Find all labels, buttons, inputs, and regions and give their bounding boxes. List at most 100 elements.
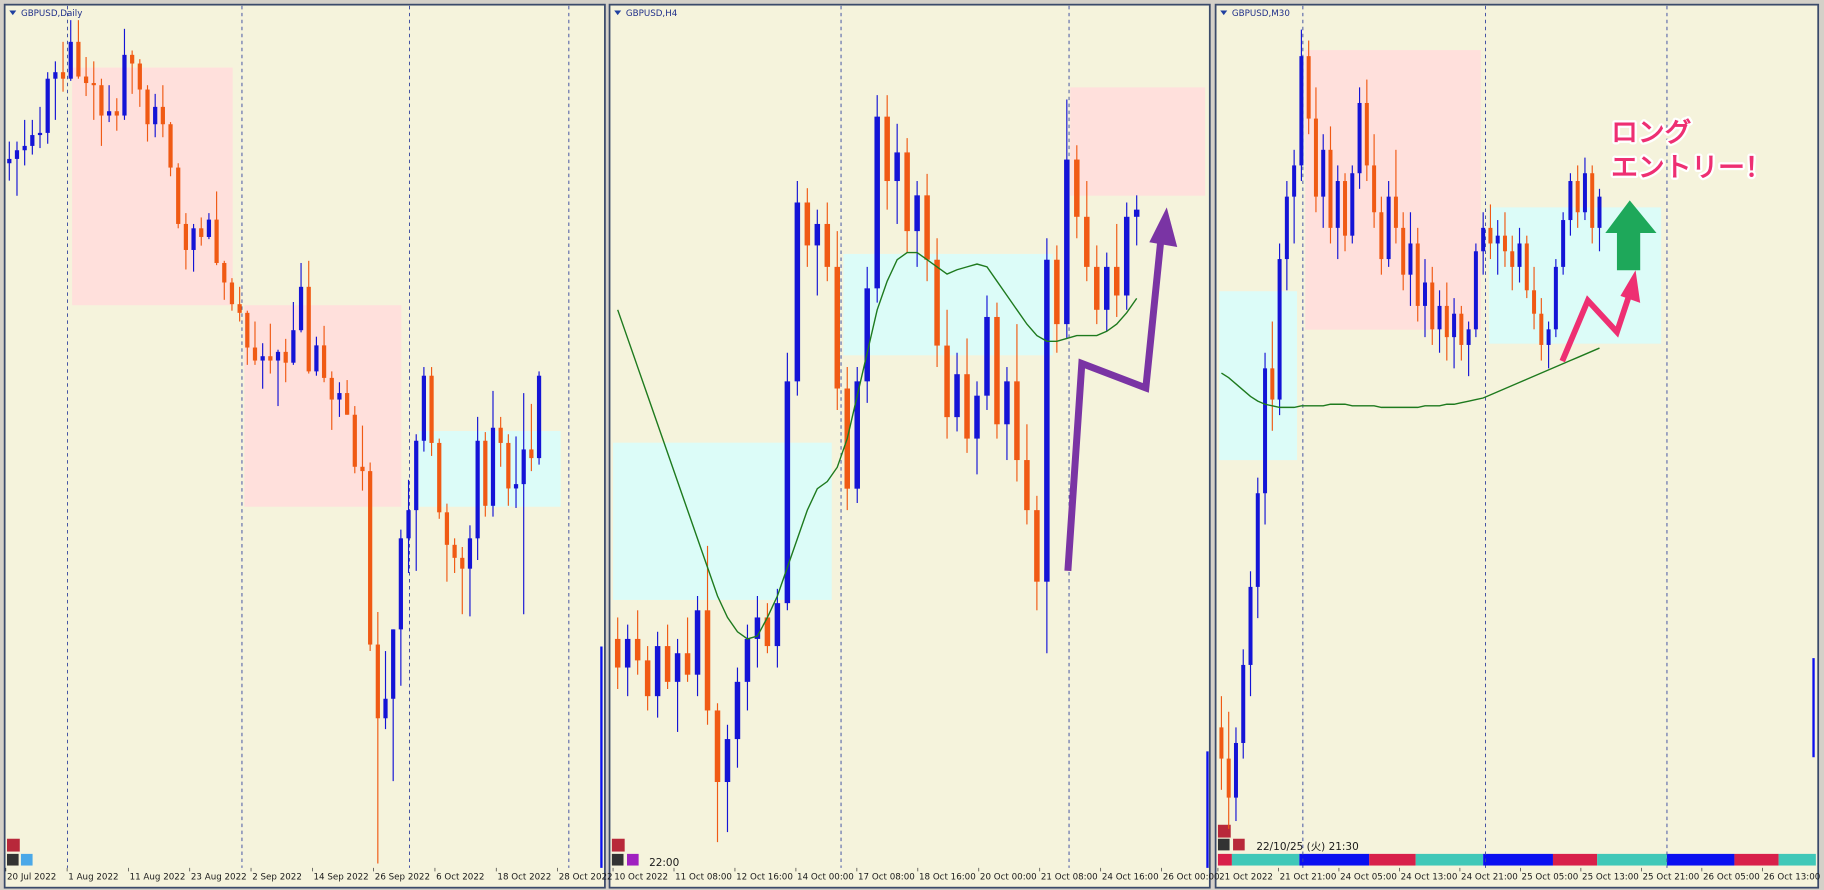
candle-body — [199, 228, 204, 237]
candle-body — [345, 393, 350, 415]
candle-body — [130, 54, 135, 64]
candle-body — [704, 610, 711, 711]
candle-body — [1014, 381, 1020, 461]
candle-body — [1532, 290, 1537, 314]
corner-icons — [6, 824, 1245, 866]
candle-body — [37, 132, 43, 136]
candle-body — [398, 538, 403, 630]
candle-body — [99, 85, 104, 116]
candle-body — [1597, 196, 1602, 228]
moving-average — [1221, 347, 1600, 409]
candle-body — [664, 646, 671, 682]
candle-body — [1270, 368, 1275, 400]
x-tick-label: 24 Oct 13:00 — [1401, 873, 1458, 883]
candle-body — [68, 41, 73, 79]
candle-body — [1539, 313, 1544, 345]
axis-strip — [5, 867, 604, 887]
candle-body — [1575, 181, 1580, 213]
candle-body — [529, 449, 534, 459]
candle-body — [1004, 381, 1010, 425]
candle-body — [460, 557, 465, 569]
candle-body — [784, 381, 791, 604]
candle-body — [60, 72, 66, 79]
candle-body — [964, 374, 970, 439]
candle-body — [1473, 251, 1478, 330]
candle-body — [306, 286, 311, 372]
x-tick-label: 25 Oct 13:00 — [1582, 873, 1639, 883]
plots: GBPUSD,Daily 20 Jul 2022 1 Aug 2022 11 Aug … — [5, 5, 1820, 883]
x-tick-label: 6 Oct 2022 — [436, 873, 484, 883]
candle-body — [1277, 259, 1282, 400]
candle-body — [1379, 212, 1384, 260]
candle-body — [724, 739, 731, 783]
candle-body — [314, 345, 319, 372]
candle-body — [107, 111, 112, 116]
candle-body — [1292, 165, 1297, 197]
candle-body — [7, 158, 12, 164]
moving-average — [617, 251, 1138, 640]
candle-body — [252, 347, 258, 361]
arrow-purple — [1064, 238, 1165, 572]
title-marker — [9, 10, 17, 16]
candle-body — [368, 471, 373, 645]
candle-body — [904, 152, 910, 232]
axis-strip — [610, 867, 1209, 887]
chart-title: GBPUSD,Daily — [21, 9, 82, 19]
candle-body — [874, 116, 880, 289]
candle-body — [467, 538, 473, 569]
zone — [244, 305, 402, 507]
status-label: 22/10/25 (火) 21:30 — [1256, 841, 1358, 853]
candle-body — [1415, 243, 1420, 306]
candle-body — [360, 466, 365, 472]
x-tick-label: 21 Oct 2022 — [1219, 873, 1273, 883]
x-tick-label: 25 Oct 21:00 — [1643, 873, 1700, 883]
candle-body — [1233, 742, 1238, 798]
candle-body — [1034, 510, 1040, 582]
candle-body — [1495, 235, 1500, 244]
x-tick-label: 20 Oct 00:00 — [980, 873, 1037, 883]
x-tick-label: 18 Oct 16:00 — [919, 873, 976, 883]
candle-body — [1299, 56, 1304, 166]
candle-body — [183, 223, 189, 250]
candle-body — [774, 603, 781, 647]
candle-body — [1430, 282, 1435, 330]
candle-body — [444, 512, 450, 545]
candle-body — [153, 106, 158, 125]
candle-body — [283, 351, 288, 363]
candle-body — [429, 375, 434, 443]
candle-body — [76, 41, 81, 77]
candle-body — [694, 610, 701, 675]
candle-body — [714, 710, 721, 783]
candle-body — [245, 312, 250, 348]
candle-body — [824, 223, 831, 267]
candle-body — [375, 644, 380, 719]
candle-body — [114, 111, 119, 116]
candle-body — [914, 195, 920, 232]
x-tick-label: 23 Aug 2022 — [191, 873, 247, 883]
candle-body — [1481, 227, 1486, 252]
candle-body — [1502, 235, 1507, 252]
candle-body — [1357, 102, 1362, 174]
title-marker — [1220, 10, 1228, 16]
candle-body — [206, 219, 212, 237]
candle-body — [974, 395, 980, 439]
candle-body — [1452, 313, 1457, 338]
candle-body — [764, 617, 771, 647]
zone — [72, 67, 233, 306]
candle-body — [1401, 227, 1406, 275]
status-label: 22:00 — [649, 857, 679, 869]
x-tick-label: 21 Oct 21:00 — [1280, 873, 1337, 883]
candle-body — [536, 375, 542, 459]
arrow-up — [1605, 200, 1657, 271]
candle-body — [854, 381, 860, 489]
x-tick-label: 18 Oct 2022 — [497, 873, 551, 883]
x-tick-label: 20 Jul 2022 — [7, 873, 56, 883]
candle-body — [1582, 173, 1587, 213]
x-tick-label: 24 Oct 21:00 — [1461, 873, 1518, 883]
candle-body — [884, 116, 890, 182]
chart-title: GBPUSD,H4 — [626, 9, 678, 19]
